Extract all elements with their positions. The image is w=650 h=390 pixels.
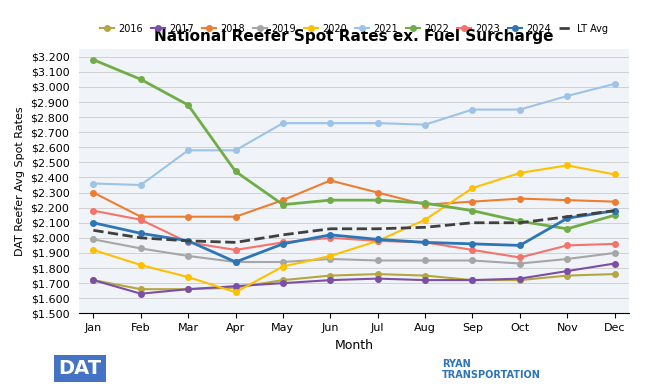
Text: RYAN
TRANSPORTATION: RYAN TRANSPORTATION bbox=[442, 359, 541, 380]
X-axis label: Month: Month bbox=[335, 339, 374, 352]
Text: DAT: DAT bbox=[58, 360, 101, 378]
Title: National Reefer Spot Rates ex. Fuel Surcharge: National Reefer Spot Rates ex. Fuel Surc… bbox=[154, 29, 554, 44]
Legend: 2016, 2017, 2018, 2019, 2020, 2021, 2022, 2023, 2024, LT Avg: 2016, 2017, 2018, 2019, 2020, 2021, 2022… bbox=[96, 20, 612, 37]
Y-axis label: DAT Reefer Avg Spot Rates: DAT Reefer Avg Spot Rates bbox=[15, 106, 25, 256]
